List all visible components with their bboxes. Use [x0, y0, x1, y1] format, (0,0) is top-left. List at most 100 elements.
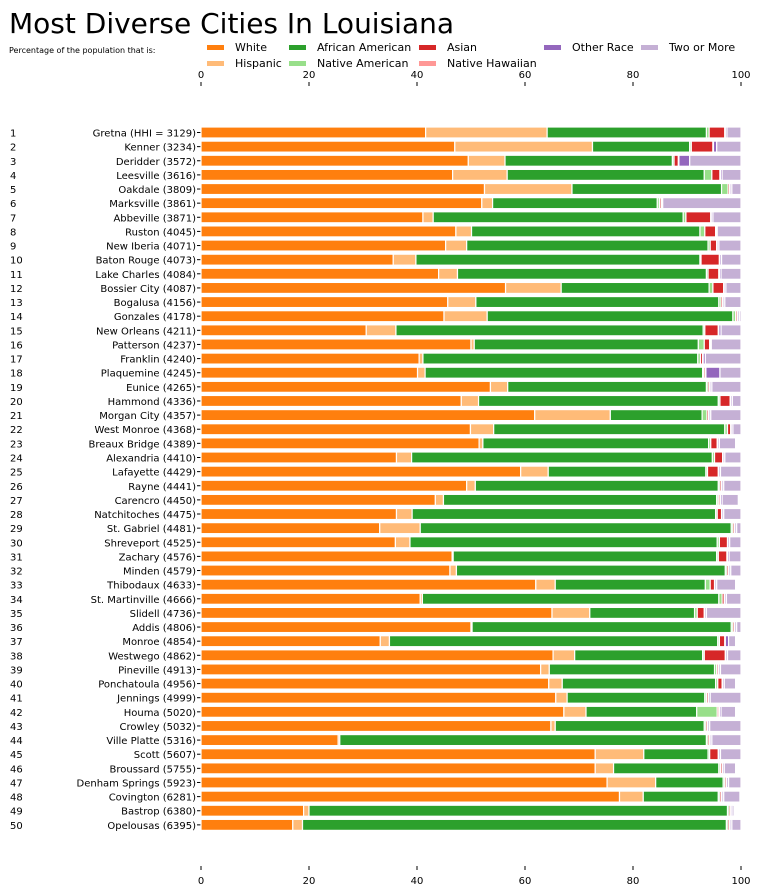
bar-segment-african-american: [655, 776, 724, 789]
bar-row: 23 Breaux Bridge (4389): [10, 437, 737, 450]
category-label: Thibodaux (4633): [106, 581, 196, 592]
x-tick-label-top: 20: [303, 70, 316, 81]
bar-segment-hispanic: [563, 705, 587, 718]
bar-segment-hispanic: [594, 748, 645, 761]
bar-row: 27 Carencro (4450): [10, 493, 739, 507]
bar-segment-asian: [706, 465, 719, 478]
bar-row: 2 Kenner (3234): [10, 140, 742, 154]
bar-segment-hispanic: [489, 380, 509, 393]
category-label: Opelousas (6395): [107, 821, 196, 832]
rank-label: 36: [10, 623, 23, 634]
bar-segment-white: [200, 197, 483, 210]
bar-segment-two-or-more: [705, 606, 742, 620]
bar-row: 15 New Orleans (4211): [10, 324, 742, 337]
bar-segment-two-or-more: [711, 380, 742, 393]
bar-segment-native-american: [704, 578, 711, 591]
rank-label: 43: [10, 722, 23, 733]
bar-segment-native-american: [696, 705, 718, 718]
rank-label: 40: [10, 680, 23, 691]
rank-label: 16: [10, 340, 23, 351]
bar-segment-hispanic: [534, 409, 611, 422]
x-tick-label-bottom: 0: [198, 876, 204, 887]
bar-segment-white: [200, 578, 537, 591]
rank-label: 32: [10, 567, 23, 578]
x-tick-label-bottom: 80: [627, 876, 640, 887]
rank-label: 27: [10, 496, 23, 507]
bar-segment-white: [200, 804, 305, 817]
bar-segment-african-american: [482, 437, 710, 450]
bar-segment-two-or-more: [723, 790, 741, 803]
bar-segment-african-american: [477, 394, 719, 408]
bar-segment-hispanic: [379, 635, 391, 648]
bar-segment-african-american: [486, 310, 734, 323]
bar-row: 50 Opelousas (6395): [10, 818, 742, 832]
bar-segment-african-american: [308, 804, 729, 817]
rank-label: 35: [10, 609, 23, 620]
rank-label: 42: [10, 708, 23, 719]
bar-segment-two-or-more: [726, 649, 742, 662]
bar-segment-white: [200, 663, 542, 676]
rank-label: 37: [10, 637, 23, 648]
bar-segment-other-race: [678, 154, 691, 167]
bar-row: 49 Bastrop (6380): [10, 804, 736, 818]
bar-segment-african-american: [421, 592, 720, 605]
bar-segment-two-or-more: [720, 705, 737, 718]
category-label: Ponchatoula (4956): [98, 680, 196, 691]
legend-label-african-american: African American: [317, 41, 411, 54]
bar-segment-hispanic: [422, 211, 434, 224]
bar-segment-white: [200, 126, 427, 139]
bar-row: 28 Natchitoches (4475): [10, 507, 742, 521]
rank-label: 11: [10, 270, 23, 281]
bar-segment-african-american: [301, 818, 728, 831]
category-label: Bogalusa (4156): [114, 298, 196, 309]
bar-segment-african-american: [560, 281, 710, 295]
bar-segment-white: [200, 366, 419, 379]
bar-segment-hispanic: [425, 126, 548, 139]
bar-segment-white: [200, 465, 522, 478]
bar-segment-asian: [704, 324, 719, 337]
category-label: Kenner (3234): [124, 143, 196, 154]
bar-segment-white: [200, 409, 536, 422]
bar-row: 18 Plaquemine (4245): [10, 366, 742, 380]
category-label: Minden (4579): [123, 567, 196, 578]
bar-segment-hispanic: [550, 719, 556, 733]
rank-label: 7: [10, 213, 16, 224]
bar-segment-asian: [696, 606, 705, 620]
bar-segment-asian: [709, 239, 718, 252]
bar-row: 31 Zachary (4576): [10, 550, 742, 563]
bar-segment-white: [200, 154, 469, 167]
category-label: Patterson (4237): [112, 340, 196, 351]
bar-segment-white: [200, 592, 421, 605]
bar-segment-two-or-more: [724, 295, 742, 309]
bar-segment-white: [200, 168, 454, 181]
bar-segment-two-or-more: [731, 818, 742, 831]
bar-row: 3 Deridder (3572): [10, 154, 742, 168]
category-label: Abbeville (3871): [113, 213, 196, 224]
bar-row: 29 St. Gabriel (4481): [10, 522, 742, 535]
bar-segment-african-american: [422, 352, 699, 365]
bar-segment-two-or-more: [727, 776, 742, 789]
category-label: Breaux Bridge (4389): [89, 439, 197, 450]
legend-swatch-native-hawaiian: [419, 61, 436, 66]
category-label: Ville Platte (5316): [106, 736, 196, 747]
bar-segment-hispanic: [445, 239, 468, 252]
bar-segment-asian: [712, 281, 725, 295]
chart-title: Most Diverse Cities In Louisiana: [9, 7, 454, 40]
bar-segment-two-or-more: [724, 451, 742, 464]
bar-segment-two-or-more: [726, 126, 742, 139]
bar-segment-african-american: [554, 719, 705, 733]
bar-segment-white: [200, 239, 447, 252]
bar-segment-hispanic: [466, 479, 476, 492]
bar-row: 35 Slidell (4736): [10, 606, 742, 620]
bar-segment-white: [200, 691, 557, 704]
bar-segment-white: [200, 140, 456, 153]
bar-segment-asian: [703, 338, 711, 351]
rank-label: 20: [10, 397, 23, 408]
bar-segment-asian: [690, 140, 714, 153]
bar-row: 30 Shreveport (4525): [10, 536, 742, 549]
bar-segment-two-or-more: [738, 310, 742, 323]
rank-label: 45: [10, 750, 23, 761]
bar-segment-white: [200, 479, 468, 492]
bar-segment-hispanic: [467, 154, 506, 167]
